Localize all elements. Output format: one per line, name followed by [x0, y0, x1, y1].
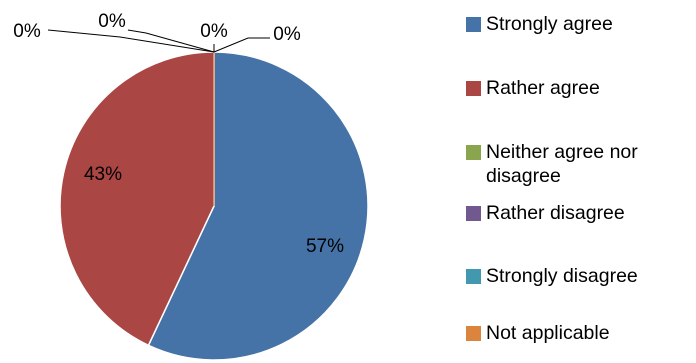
- leader-lines: [48, 30, 270, 52]
- legend-label-not-applicable: Not applicable: [486, 321, 610, 345]
- legend-swatch-not-applicable: [466, 326, 481, 341]
- legend-swatch-rather-agree: [466, 81, 481, 96]
- legend-swatch-strongly-agree: [466, 17, 481, 32]
- legend-label-rather-disagree: Rather disagree: [486, 201, 625, 225]
- legend-label-strongly-agree: Strongly agree: [486, 12, 613, 36]
- pie-slices: [60, 52, 368, 360]
- legend-label-neither: Neither agree nor disagree: [486, 140, 691, 188]
- legend-item-not-applicable: Not applicable: [466, 321, 691, 345]
- data-label-strongly-disagree: 0%: [200, 21, 228, 42]
- legend-item-rather-agree: Rather agree: [466, 76, 691, 100]
- data-label-neither: 0%: [13, 21, 41, 42]
- legend: Strongly agree Rather agree Neither agre…: [466, 0, 696, 363]
- legend-item-neither: Neither agree nor disagree: [466, 140, 691, 188]
- legend-label-strongly-disagree: Strongly disagree: [486, 264, 638, 288]
- legend-swatch-rather-disagree: [466, 206, 481, 221]
- legend-swatch-neither: [466, 145, 481, 160]
- legend-label-rather-agree: Rather agree: [486, 76, 600, 100]
- data-label-rather-agree: 43%: [84, 164, 122, 185]
- leader-line-1: [48, 30, 214, 52]
- data-label-strongly-agree: 57%: [306, 236, 344, 257]
- data-label-rather-disagree: 0%: [98, 11, 126, 32]
- data-label-not-applicable: 0%: [273, 24, 301, 45]
- legend-item-strongly-disagree: Strongly disagree: [466, 264, 691, 288]
- legend-item-strongly-agree: Strongly agree: [466, 12, 691, 36]
- legend-item-rather-disagree: Rather disagree: [466, 201, 691, 225]
- legend-swatch-strongly-disagree: [466, 269, 481, 284]
